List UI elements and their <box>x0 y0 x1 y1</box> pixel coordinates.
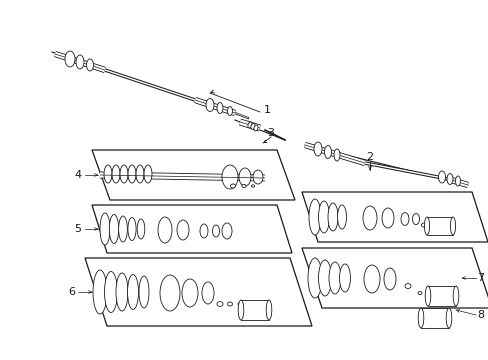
Polygon shape <box>85 258 311 326</box>
Polygon shape <box>302 192 487 242</box>
Ellipse shape <box>265 300 271 320</box>
Ellipse shape <box>200 224 207 238</box>
Ellipse shape <box>205 99 214 112</box>
Ellipse shape <box>242 184 245 188</box>
Ellipse shape <box>100 213 110 245</box>
Ellipse shape <box>452 286 458 306</box>
Ellipse shape <box>247 122 252 128</box>
FancyBboxPatch shape <box>426 217 452 235</box>
Ellipse shape <box>120 165 128 183</box>
Ellipse shape <box>253 125 258 131</box>
Ellipse shape <box>222 165 238 189</box>
Ellipse shape <box>251 185 254 187</box>
Ellipse shape <box>313 142 321 156</box>
Ellipse shape <box>445 308 451 328</box>
Ellipse shape <box>307 258 321 298</box>
Ellipse shape <box>227 107 232 116</box>
Ellipse shape <box>446 174 452 185</box>
Ellipse shape <box>239 168 250 186</box>
Ellipse shape <box>104 271 117 312</box>
Ellipse shape <box>143 165 152 183</box>
Ellipse shape <box>217 302 223 306</box>
Ellipse shape <box>222 223 231 239</box>
Polygon shape <box>302 248 488 308</box>
Ellipse shape <box>202 282 214 304</box>
Ellipse shape <box>327 203 337 231</box>
Text: 1: 1 <box>263 105 270 115</box>
Ellipse shape <box>421 223 426 227</box>
Ellipse shape <box>238 302 242 306</box>
Ellipse shape <box>119 216 127 242</box>
Text: 4: 4 <box>74 170 81 180</box>
Ellipse shape <box>246 308 249 310</box>
Ellipse shape <box>417 308 423 328</box>
Text: 5: 5 <box>74 224 81 234</box>
Ellipse shape <box>128 217 136 240</box>
Ellipse shape <box>65 51 75 67</box>
Ellipse shape <box>383 268 395 290</box>
Ellipse shape <box>136 165 143 183</box>
Ellipse shape <box>381 208 393 228</box>
Ellipse shape <box>404 284 410 288</box>
Ellipse shape <box>318 260 331 296</box>
Text: 2: 2 <box>366 152 373 162</box>
Ellipse shape <box>217 103 223 113</box>
FancyBboxPatch shape <box>427 286 455 306</box>
Ellipse shape <box>177 220 189 240</box>
Ellipse shape <box>182 279 198 307</box>
Ellipse shape <box>139 276 149 308</box>
Ellipse shape <box>230 184 235 188</box>
Ellipse shape <box>417 292 421 294</box>
Ellipse shape <box>116 273 128 311</box>
Ellipse shape <box>160 275 180 311</box>
Ellipse shape <box>76 55 84 69</box>
Ellipse shape <box>137 219 144 239</box>
Ellipse shape <box>109 215 119 243</box>
Ellipse shape <box>454 176 460 186</box>
Ellipse shape <box>238 300 244 320</box>
Ellipse shape <box>93 270 107 314</box>
Text: 8: 8 <box>476 310 484 320</box>
Ellipse shape <box>127 274 138 310</box>
Ellipse shape <box>104 165 112 183</box>
Ellipse shape <box>363 265 379 293</box>
Ellipse shape <box>227 302 232 306</box>
Ellipse shape <box>333 149 339 161</box>
FancyBboxPatch shape <box>241 300 268 320</box>
Ellipse shape <box>424 217 429 235</box>
Ellipse shape <box>112 165 120 183</box>
Text: 7: 7 <box>476 273 484 283</box>
Ellipse shape <box>337 205 346 229</box>
Ellipse shape <box>324 145 331 158</box>
Ellipse shape <box>438 171 445 183</box>
Polygon shape <box>92 205 291 253</box>
Ellipse shape <box>250 123 255 130</box>
Ellipse shape <box>158 217 172 243</box>
Ellipse shape <box>449 217 455 235</box>
Ellipse shape <box>425 286 430 306</box>
FancyBboxPatch shape <box>420 308 448 328</box>
Ellipse shape <box>328 262 340 294</box>
Ellipse shape <box>362 206 376 230</box>
Ellipse shape <box>318 201 329 233</box>
Polygon shape <box>92 150 294 200</box>
Text: 6: 6 <box>68 287 75 297</box>
Ellipse shape <box>212 225 219 237</box>
Ellipse shape <box>128 165 136 183</box>
Ellipse shape <box>400 213 408 225</box>
Text: 3: 3 <box>267 128 274 138</box>
Ellipse shape <box>339 264 350 292</box>
Ellipse shape <box>308 199 320 235</box>
Ellipse shape <box>86 59 93 71</box>
Ellipse shape <box>252 170 263 184</box>
Ellipse shape <box>412 213 419 225</box>
